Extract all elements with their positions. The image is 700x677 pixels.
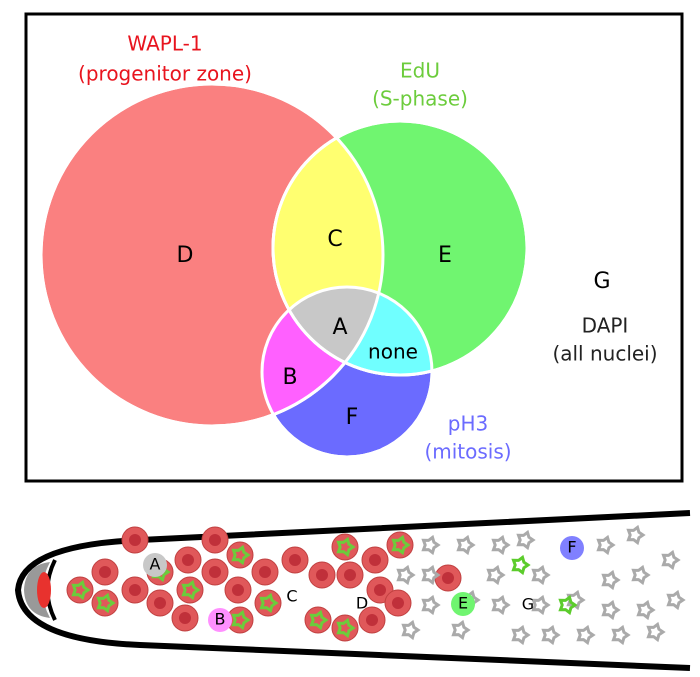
region-a — [271, 287, 383, 377]
nucleolus — [179, 612, 191, 624]
nucleus — [611, 624, 631, 646]
nucleus — [511, 624, 531, 646]
region-label: E — [438, 243, 452, 268]
label-halo — [451, 592, 475, 616]
cell-label: D — [356, 594, 368, 613]
edu-signal — [391, 534, 411, 556]
nucleus — [421, 564, 441, 586]
nucleolus — [129, 584, 141, 596]
nucleus — [626, 524, 646, 546]
nucleus — [666, 589, 686, 611]
edu-signal — [181, 579, 201, 601]
region-label: B — [282, 365, 297, 390]
nucleolus — [259, 566, 271, 578]
region-b — [262, 287, 385, 428]
nucleolus — [374, 584, 386, 596]
nucleolus — [99, 566, 111, 578]
region-label: A — [332, 315, 347, 340]
nucleus — [491, 594, 511, 616]
nucleus — [576, 624, 596, 646]
edu-signal — [231, 544, 251, 566]
edu-nucleus — [511, 554, 531, 576]
set-sublabel: (all nuclei) — [552, 342, 657, 366]
nucleolus — [392, 597, 404, 609]
nucleolus — [232, 584, 244, 596]
label-halo — [560, 536, 584, 560]
progenitor-cell — [304, 606, 332, 634]
edu-nucleus — [558, 594, 578, 616]
edu-signal — [71, 579, 91, 601]
edu-signal — [336, 617, 356, 639]
dtc-nucleus — [37, 572, 51, 608]
set-label: EdU — [400, 59, 440, 83]
nucleus — [486, 564, 506, 586]
gonad: A B C D E F G — [14, 510, 691, 671]
nucleolus — [366, 614, 378, 626]
nucleolus — [182, 554, 194, 566]
nucleolus — [442, 572, 454, 584]
label-halo — [143, 553, 167, 577]
nucleus — [596, 534, 616, 556]
nucleolus — [289, 554, 301, 566]
nucleus — [601, 569, 621, 591]
nucleolus — [129, 534, 141, 546]
nucleolus — [209, 566, 221, 578]
set-sublabel: (mitosis) — [424, 440, 511, 464]
region-label: G — [593, 269, 610, 294]
set-label: DAPI — [582, 314, 629, 338]
gonad-outline — [14, 510, 691, 671]
region-label: F — [346, 405, 359, 430]
nucleus — [601, 599, 621, 621]
progenitor-cell — [91, 589, 119, 617]
nucleus — [531, 564, 551, 586]
progenitor-cell — [254, 589, 282, 617]
nucleus — [456, 534, 476, 556]
progenitor-cell — [331, 533, 359, 561]
edu-signal — [309, 609, 329, 631]
edu-signal — [259, 592, 279, 614]
set-sublabel: (S-phase) — [372, 87, 468, 111]
nucleolus — [344, 569, 356, 581]
edu-signal — [96, 592, 116, 614]
nucleolus — [369, 554, 381, 566]
nucleus — [531, 594, 551, 616]
cell-label: G — [522, 595, 534, 614]
cell-label: A — [150, 555, 161, 574]
progenitor-cell — [386, 531, 414, 559]
cell-label: B — [215, 610, 226, 629]
nucleus — [401, 619, 421, 641]
cell-label: C — [286, 587, 297, 606]
nucleolus — [209, 534, 221, 546]
progenitor-cell — [66, 576, 94, 604]
label-halo — [208, 608, 232, 632]
progenitor-cell — [176, 576, 204, 604]
set-label: pH3 — [448, 412, 488, 436]
nucleus — [516, 529, 536, 551]
nucleus — [646, 621, 666, 643]
edu-signal — [336, 536, 356, 558]
region-label: none — [368, 340, 418, 364]
nucleus — [661, 549, 681, 571]
nucleus — [396, 564, 416, 586]
cell-label: E — [458, 594, 468, 613]
nucleus — [451, 619, 471, 641]
set-label: WAPL-1 — [127, 32, 202, 56]
nucleus — [636, 599, 656, 621]
nucleolus — [154, 597, 166, 609]
region-label: C — [327, 227, 342, 252]
venn — [39, 82, 529, 459]
nucleus — [491, 534, 511, 556]
edu-signal — [231, 609, 251, 631]
nucleus — [541, 624, 561, 646]
progenitor-cell — [331, 614, 359, 642]
nucleolus — [316, 569, 328, 581]
progenitor-cell — [226, 541, 254, 569]
region-label: D — [177, 243, 194, 268]
nucleus — [421, 534, 441, 556]
nucleus — [421, 594, 441, 616]
nucleus — [631, 564, 651, 586]
set-sublabel: (progenitor zone) — [78, 62, 252, 86]
cell-label: F — [567, 538, 576, 557]
